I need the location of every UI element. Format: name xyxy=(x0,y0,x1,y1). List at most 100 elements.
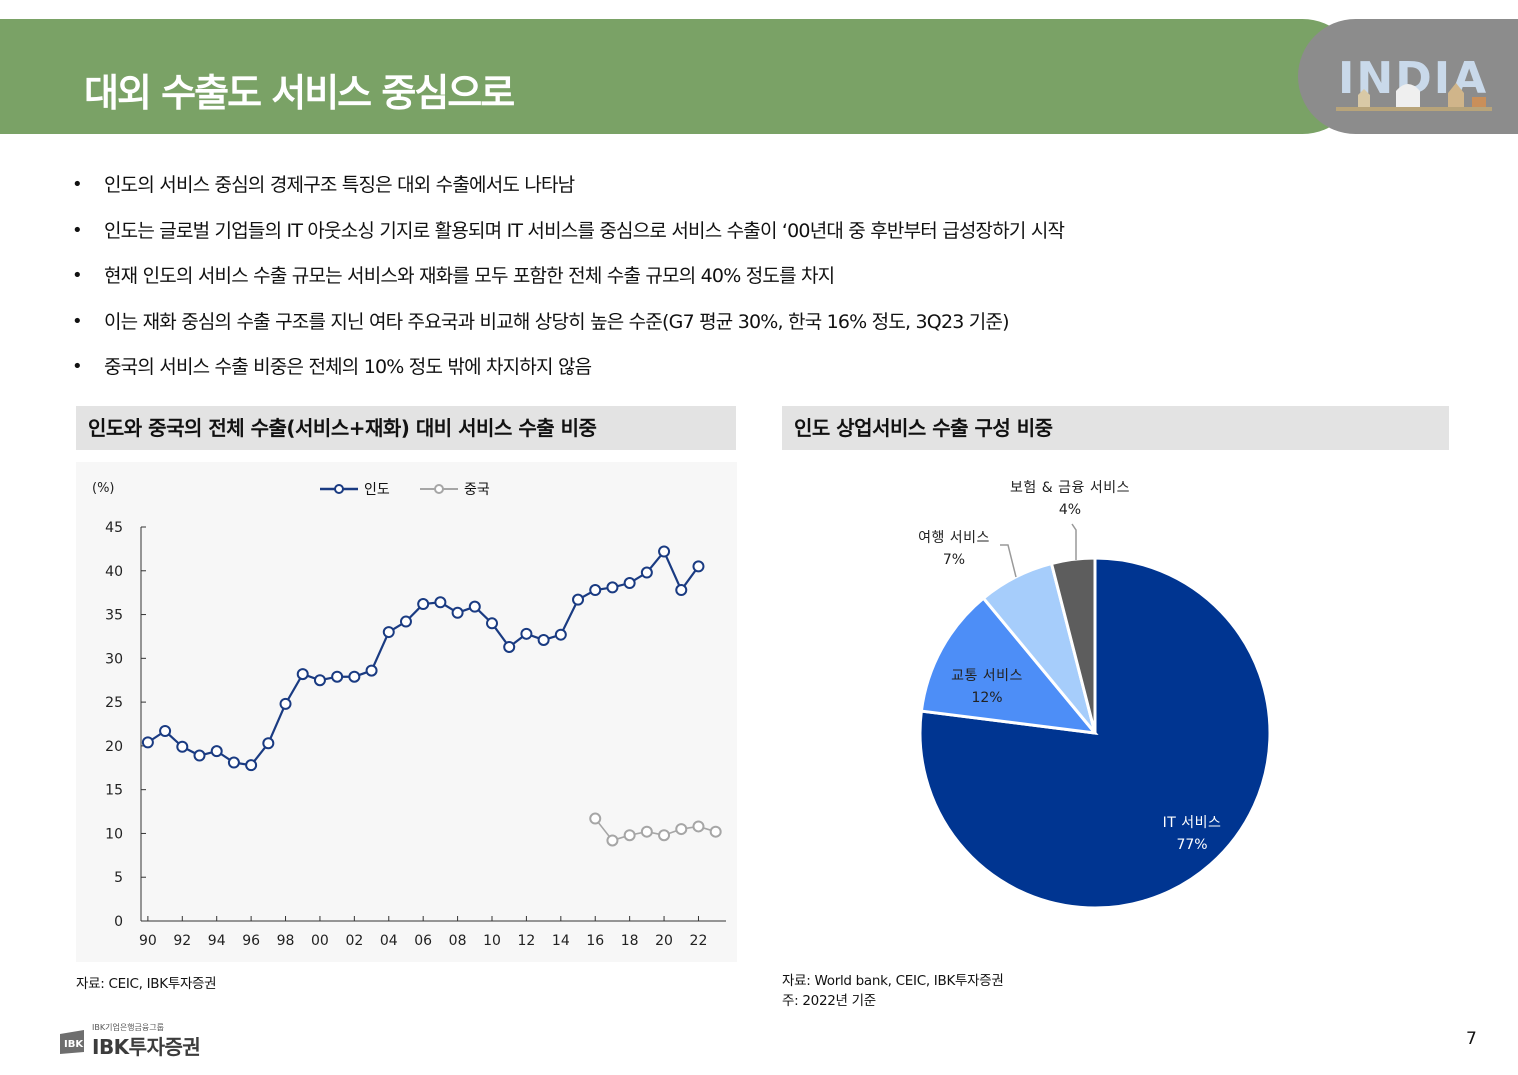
x-tick-label: 16 xyxy=(586,933,604,949)
right-source: 자료: World bank, CEIC, IBK투자증권 xyxy=(782,973,1004,989)
y-tick-label: 25 xyxy=(105,695,123,711)
data-point-india xyxy=(159,725,172,738)
data-point-india xyxy=(468,600,481,613)
line-chart-title: 인도와 중국의 전체 수출(서비스+재화) 대비 서비스 수출 비중 xyxy=(76,406,736,450)
data-point-china xyxy=(589,812,602,825)
y-axis-label: (%) xyxy=(92,481,115,496)
data-point-india xyxy=(176,740,189,753)
data-point-india xyxy=(658,545,671,558)
data-point-india xyxy=(486,617,498,630)
data-point-india xyxy=(279,697,292,710)
y-tick-label: 40 xyxy=(105,564,123,580)
pie-slice-transport xyxy=(919,596,1099,735)
data-point-india xyxy=(227,756,240,769)
x-tick-label: 96 xyxy=(242,933,260,949)
data-point-india xyxy=(210,745,223,758)
chart-legend: 인도 중국 xyxy=(320,482,490,498)
legend-india: 인도 xyxy=(364,482,390,498)
data-point-india xyxy=(296,668,309,681)
data-point-india xyxy=(451,606,464,619)
data-point-india xyxy=(417,598,430,611)
data-point-india xyxy=(245,759,258,772)
data-point-india xyxy=(537,633,550,646)
x-tick-label: 90 xyxy=(139,933,157,949)
x-tick-label: 06 xyxy=(414,933,432,949)
x-tick-label: 22 xyxy=(690,933,708,949)
bullet-item: 인도의 서비스 중심의 경제구조 특징은 대외 수출에서도 나타남 xyxy=(70,170,1064,216)
x-tick-label: 94 xyxy=(208,933,226,949)
pie-value-label: 4% xyxy=(1059,502,1081,518)
data-point-india xyxy=(313,674,326,687)
bullet-item: 중국의 서비스 수출 비중은 전체의 10% 정도 밖에 차지하지 않음 xyxy=(70,352,1064,398)
y-tick-label: 15 xyxy=(105,783,123,799)
x-tick-label: 14 xyxy=(552,933,570,949)
data-point-india xyxy=(640,566,653,579)
data-point-china xyxy=(709,825,722,838)
page-number: 7 xyxy=(1466,1029,1477,1049)
header-band xyxy=(0,19,1360,134)
x-tick-label: 20 xyxy=(655,933,673,949)
x-tick-label: 92 xyxy=(173,933,191,949)
bullet-item: 이는 재화 중심의 수출 구조를 지닌 여타 주요국과 비교해 상당히 높은 수… xyxy=(70,307,1064,353)
pie-chart: IT 서비스 77% 교통 서비스 12% 여행 서비스 7% 보험 & 금융 서비스 4% xyxy=(918,480,1272,910)
page-title: 대외 수출도 서비스 중심으로 xyxy=(84,71,515,115)
x-tick-label: 04 xyxy=(380,933,398,949)
x-tick-label: 08 xyxy=(449,933,467,949)
pie-label: 여행 서비스 xyxy=(918,530,990,546)
pie-value-label: 7% xyxy=(943,552,965,568)
data-point-china xyxy=(640,825,653,838)
data-point-india xyxy=(589,584,602,597)
data-point-china xyxy=(658,829,671,842)
data-point-india xyxy=(623,577,636,590)
data-point-india xyxy=(520,627,533,640)
brand-name: IBK투자증권 xyxy=(92,1035,201,1059)
brand-group-name: IBK기업은행금융그룹 xyxy=(92,1023,164,1032)
pie-leader-line xyxy=(1000,544,1017,578)
line-chart: (%) 인도 중국 0 5 10 15 20 25 30 35 40 45 90 92 94 96 98 00… xyxy=(92,481,726,949)
pie-label: 보험 & 금융 서비스 xyxy=(1010,480,1130,496)
data-point-china xyxy=(675,823,688,836)
pie-value-label: 77% xyxy=(1176,837,1207,853)
bullet-item: 현재 인도의 서비스 수출 규모는 서비스와 재화를 모두 포함한 전체 수출 … xyxy=(70,261,1064,307)
data-point-china xyxy=(606,834,619,847)
skyline-icon xyxy=(1336,83,1492,111)
data-point-india xyxy=(348,670,361,683)
y-tick-label: 5 xyxy=(114,870,123,886)
data-point-india xyxy=(193,749,206,762)
data-point-india xyxy=(434,596,447,609)
right-note: 주: 2022년 기준 xyxy=(782,993,876,1009)
data-point-india xyxy=(365,664,378,677)
pie-label: IT 서비스 xyxy=(1163,815,1222,831)
x-tick-label: 98 xyxy=(277,933,295,949)
pie-chart-title: 인도 상업서비스 수출 구성 비중 xyxy=(782,406,1449,450)
data-point-india xyxy=(692,560,705,573)
data-point-india xyxy=(382,626,395,639)
pie-chart-area: IT 서비스 77% 교통 서비스 12% 여행 서비스 7% 보험 & 금융 서비스 4% xyxy=(782,462,1448,962)
pie-slice-insurance xyxy=(1049,556,1097,734)
y-tick-label: 30 xyxy=(105,651,123,667)
ibk-logo-icon: IBK xyxy=(60,1030,84,1054)
x-tick-label: 10 xyxy=(483,933,501,949)
x-tick-label: 12 xyxy=(517,933,535,949)
svg-text:IBK: IBK xyxy=(64,1039,84,1050)
bullet-list: 인도의 서비스 중심의 경제구조 특징은 대외 수출에서도 나타남 인도는 글로… xyxy=(70,170,1065,398)
data-point-india xyxy=(399,615,412,628)
y-tick-label: 0 xyxy=(114,914,123,930)
data-point-china xyxy=(623,829,636,842)
y-tick-label: 10 xyxy=(105,826,123,842)
india-logo: INDIA xyxy=(1298,19,1518,134)
data-point-india xyxy=(331,670,344,683)
x-tick-label: 02 xyxy=(345,933,363,949)
y-tick-label: 20 xyxy=(105,739,123,755)
x-tick-label: 00 xyxy=(311,933,329,949)
data-point-china xyxy=(692,820,705,833)
y-tick-label: 45 xyxy=(105,520,123,536)
bullet-item: 인도는 글로벌 기업들의 IT 아웃소싱 기지로 활용되며 IT 서비스를 중심… xyxy=(70,216,1065,262)
data-point-india xyxy=(141,736,154,749)
y-tick-label: 35 xyxy=(105,608,123,624)
line-chart-area: (%) 인도 중국 0 5 10 15 20 25 30 35 40 45 90 92 94 96 98 00… xyxy=(76,462,737,962)
data-point-india xyxy=(675,584,688,597)
data-point-india xyxy=(572,593,585,606)
data-point-india xyxy=(503,640,516,653)
left-source: 자료: CEIC, IBK투자증권 xyxy=(76,976,217,992)
